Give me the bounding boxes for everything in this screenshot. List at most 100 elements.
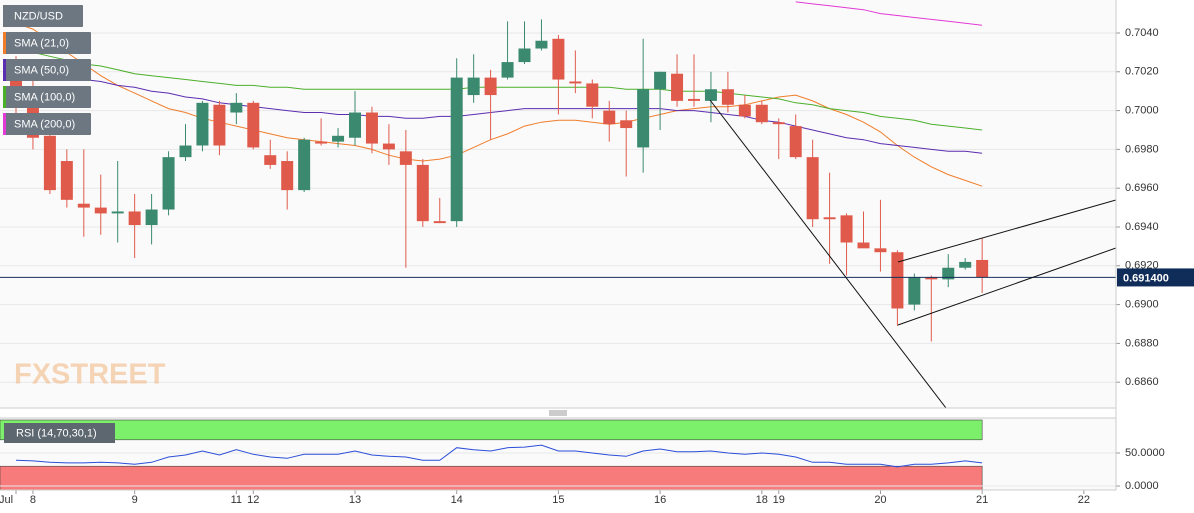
candle-body bbox=[196, 102, 209, 146]
y-tick-label: 0.6960 bbox=[1125, 182, 1159, 194]
candle-body bbox=[959, 261, 972, 268]
y-tick-label: 0.6900 bbox=[1125, 298, 1159, 310]
candle-body bbox=[755, 104, 768, 123]
candle-body bbox=[315, 141, 328, 144]
candle-body bbox=[467, 77, 480, 96]
channel-line bbox=[897, 247, 1116, 326]
candle-body bbox=[298, 139, 311, 191]
sma-line bbox=[15, 65, 983, 154]
candle-body bbox=[399, 151, 412, 165]
x-tick-label: 14 bbox=[451, 494, 463, 506]
candle-body bbox=[569, 81, 582, 84]
legend-entry-box bbox=[3, 86, 91, 108]
x-tick-label: 8 bbox=[30, 494, 36, 506]
candle-body bbox=[586, 83, 599, 107]
x-tick-label: 15 bbox=[552, 494, 564, 506]
x-tick-label: 13 bbox=[349, 494, 361, 506]
rsi-label-box bbox=[4, 423, 115, 443]
candle-body bbox=[332, 135, 345, 142]
trendline bbox=[709, 99, 947, 408]
legend-entry-box bbox=[3, 113, 91, 135]
candle-body bbox=[806, 157, 819, 220]
candle-body bbox=[688, 98, 700, 101]
candle-body bbox=[518, 48, 531, 63]
trendlines bbox=[709, 99, 1116, 408]
candle-body bbox=[365, 112, 378, 144]
candle-body bbox=[908, 277, 921, 305]
legend-entry-swatch bbox=[3, 113, 6, 135]
y-tick-label: 0.7040 bbox=[1125, 27, 1159, 39]
legend-entry: SMA (100,0) bbox=[14, 91, 75, 103]
x-tick-label: 11 bbox=[231, 494, 242, 506]
rsi-line bbox=[15, 444, 983, 468]
panel-resizer[interactable] bbox=[549, 410, 567, 416]
candle-body bbox=[94, 207, 107, 214]
candle-body bbox=[501, 62, 514, 78]
candle-body bbox=[179, 145, 192, 158]
candle-body bbox=[535, 40, 548, 49]
candle-body bbox=[772, 122, 785, 125]
y-tick-label: 0.0000 bbox=[1125, 480, 1159, 492]
y-tick-label: 0.6860 bbox=[1125, 376, 1159, 388]
candle-body bbox=[704, 89, 717, 101]
candle-body bbox=[671, 73, 684, 101]
last-price-label: 0.691400 bbox=[1123, 272, 1169, 284]
candle-body bbox=[823, 217, 836, 220]
candle-body bbox=[247, 102, 260, 148]
candle-body bbox=[874, 248, 887, 253]
legend-entry-swatch bbox=[3, 86, 6, 108]
chart-title: NZD/USD bbox=[14, 10, 63, 22]
legend-entry-swatch bbox=[3, 32, 6, 54]
oversold-band bbox=[0, 465, 983, 490]
sma-line bbox=[15, 49, 983, 131]
channel-line bbox=[897, 199, 1116, 263]
overbought-band bbox=[0, 419, 983, 441]
legend-entry-box bbox=[3, 32, 91, 54]
candle-body bbox=[162, 157, 175, 210]
legend-entry: SMA (50,0) bbox=[14, 64, 69, 76]
candle-body bbox=[416, 164, 429, 222]
candle-body bbox=[637, 89, 650, 148]
y-tick-label: 0.7020 bbox=[1125, 66, 1159, 78]
y-tick-label: 0.6980 bbox=[1125, 143, 1159, 155]
candle-body bbox=[891, 252, 904, 309]
chart-title-swatch bbox=[3, 5, 6, 27]
x-tick-label: Jul bbox=[0, 494, 13, 506]
x-tick-label: 9 bbox=[132, 494, 138, 506]
y-tick-label: 0.7000 bbox=[1125, 104, 1159, 116]
sma-line bbox=[15, 22, 983, 187]
watermark: FXSTREET bbox=[14, 359, 166, 391]
candle-body bbox=[721, 89, 734, 105]
candle-body bbox=[450, 77, 463, 222]
x-tick-label: 21 bbox=[976, 494, 988, 506]
candle-body bbox=[60, 161, 73, 200]
candle-body bbox=[281, 161, 294, 191]
candle-body bbox=[484, 77, 497, 96]
y-tick-label: 0.6940 bbox=[1125, 221, 1159, 233]
x-tick-label: 16 bbox=[654, 494, 666, 506]
legend-entry-box bbox=[3, 59, 91, 81]
candle-body bbox=[264, 155, 277, 165]
x-tick-label: 20 bbox=[874, 494, 886, 506]
x-tick-label: 22 bbox=[1078, 494, 1090, 506]
legend-entry: SMA (200,0) bbox=[14, 118, 75, 130]
candle-body bbox=[213, 104, 226, 146]
sma-line bbox=[795, 1, 983, 26]
y-tick-label: 50.0000 bbox=[1125, 447, 1165, 459]
candle-body bbox=[925, 277, 938, 280]
y-tick-label: 0.6880 bbox=[1125, 337, 1159, 349]
candle-body bbox=[433, 221, 446, 224]
candle-body bbox=[128, 211, 141, 226]
rsi-label: RSI (14,70,30,1) bbox=[16, 427, 97, 439]
candle-body bbox=[620, 120, 633, 129]
legend-entry: SMA (21,0) bbox=[14, 37, 69, 49]
candle-body bbox=[857, 242, 870, 249]
candle-body bbox=[789, 126, 802, 158]
x-tick-label: 18 bbox=[756, 494, 768, 506]
candle-body bbox=[43, 135, 56, 191]
last-price-box bbox=[1117, 268, 1194, 287]
candle-body bbox=[382, 143, 395, 150]
candle-body bbox=[654, 71, 667, 90]
candle-body bbox=[552, 38, 565, 80]
